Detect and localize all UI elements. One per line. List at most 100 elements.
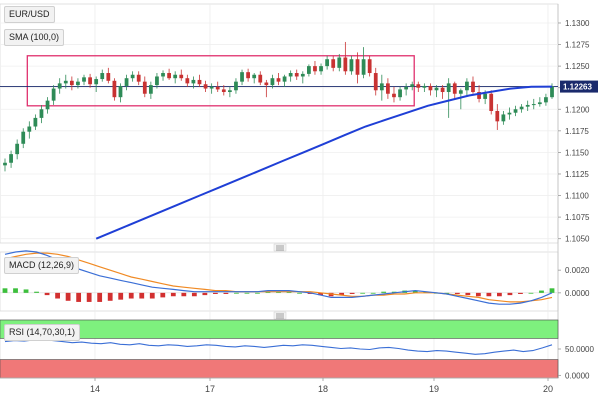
macd-histogram-bar xyxy=(107,292,113,301)
macd-histogram-bar xyxy=(55,292,60,299)
candle-body xyxy=(9,154,13,163)
candle-body xyxy=(386,83,390,94)
range-box xyxy=(26,55,415,107)
candle-body xyxy=(367,59,372,74)
candle-body xyxy=(343,57,348,72)
macd-histogram-bar xyxy=(370,292,376,294)
collapse-handle-icon[interactable] xyxy=(273,311,287,320)
macd-line xyxy=(4,250,553,305)
candle-body xyxy=(88,77,92,85)
macd-histogram-bar xyxy=(2,288,8,293)
x-tick-label: 18 xyxy=(318,384,328,394)
rsi-overbought-zone xyxy=(0,319,559,339)
candle-body xyxy=(136,74,141,82)
candle-body xyxy=(179,74,184,79)
candle-body xyxy=(373,73,378,91)
candle-body xyxy=(15,143,20,155)
macd-histogram-bar xyxy=(507,292,513,296)
macd-histogram-bar xyxy=(86,292,92,302)
candle-body xyxy=(489,93,494,111)
price-tick-label: 1.1300 xyxy=(565,19,590,28)
candle-body xyxy=(398,89,402,98)
price-tick-label: 1.1100 xyxy=(565,192,589,201)
candle-body xyxy=(118,85,123,98)
macd-histogram-bar xyxy=(539,290,544,293)
candle-body xyxy=(167,73,171,79)
candle-body xyxy=(507,112,512,115)
candle-body xyxy=(221,89,226,93)
price-tag-box xyxy=(560,80,598,93)
candle-body xyxy=(185,78,190,84)
candle-body xyxy=(21,131,26,144)
candle-body xyxy=(501,114,506,122)
price-tick-label: 1.1175 xyxy=(565,127,589,136)
candle-body xyxy=(410,84,415,87)
panel-frame xyxy=(0,251,559,312)
candle-body xyxy=(288,73,293,77)
axes-layer: 1.13001.12751.12501.12251.12001.11751.11… xyxy=(0,19,598,394)
x-tick-label: 20 xyxy=(543,384,553,394)
macd-histogram-bar xyxy=(202,292,208,296)
candle-body xyxy=(465,81,469,91)
collapse-handle-icon[interactable] xyxy=(273,243,287,252)
macd-histogram-bar xyxy=(181,292,187,297)
candle-body xyxy=(513,109,518,113)
candle-body xyxy=(173,74,178,79)
candle-body xyxy=(106,73,111,81)
price-tick-label: 1.1275 xyxy=(565,41,590,50)
price-tick-label: 1.1125 xyxy=(565,170,589,179)
macd-histogram-bar xyxy=(97,292,103,302)
macd-histogram-bar xyxy=(76,292,82,302)
candle-body xyxy=(258,74,263,83)
candle-body xyxy=(319,66,323,72)
macd-histogram-bar xyxy=(549,288,555,293)
symbol-label[interactable]: EUR/USD xyxy=(4,6,55,23)
candle-body xyxy=(452,83,457,94)
grid-layer xyxy=(0,3,559,379)
macd-histogram-bar xyxy=(444,292,450,294)
candle-body xyxy=(325,59,330,67)
candle-body xyxy=(392,93,396,98)
macd-histogram-bar xyxy=(13,288,18,293)
candle-body xyxy=(124,78,129,86)
candle-body xyxy=(537,102,542,105)
candle-body xyxy=(203,84,208,89)
candle-body xyxy=(161,73,165,77)
rsi-tick-label: 50.0000 xyxy=(565,345,594,354)
candle-body xyxy=(3,162,7,166)
candle-body xyxy=(349,59,354,72)
price-tick-label: 1.1050 xyxy=(565,235,590,244)
candle-body xyxy=(422,85,427,88)
candle-body xyxy=(276,78,281,82)
panel-frame xyxy=(0,3,559,244)
macd-histogram-bar xyxy=(65,292,71,301)
macd-histogram-bar xyxy=(212,292,218,294)
candle-body xyxy=(471,81,475,93)
candle-body xyxy=(446,83,451,93)
rsi-indicator-label[interactable]: RSI (14,70,30,1) xyxy=(4,324,81,341)
candle-body xyxy=(331,59,336,68)
price-tick-label: 1.1150 xyxy=(565,148,589,157)
candle-body xyxy=(434,87,439,91)
x-tick-label: 14 xyxy=(90,384,100,394)
macd-histogram-bar xyxy=(149,292,155,299)
macd-histogram-bar xyxy=(128,292,134,299)
candle-body xyxy=(361,59,366,75)
rsi-tick-label: 0.0000 xyxy=(565,371,590,380)
macd-histogram-bar xyxy=(139,292,145,299)
price-tick-label: 1.1250 xyxy=(565,62,590,71)
macd-indicator-label[interactable]: MACD (12,26,9) xyxy=(4,257,80,274)
candle-body xyxy=(240,72,244,82)
candle-body xyxy=(282,76,287,82)
sma-indicator-label[interactable]: SMA (100,0) xyxy=(4,29,65,46)
candle-body xyxy=(544,97,548,103)
rsi-line xyxy=(4,338,553,355)
candle-body xyxy=(63,80,68,84)
macd-histogram-bar xyxy=(44,292,50,296)
candle-body xyxy=(215,86,220,90)
candle-body xyxy=(209,86,214,89)
macd-histogram-bar xyxy=(381,291,387,293)
candle-body xyxy=(142,81,147,94)
